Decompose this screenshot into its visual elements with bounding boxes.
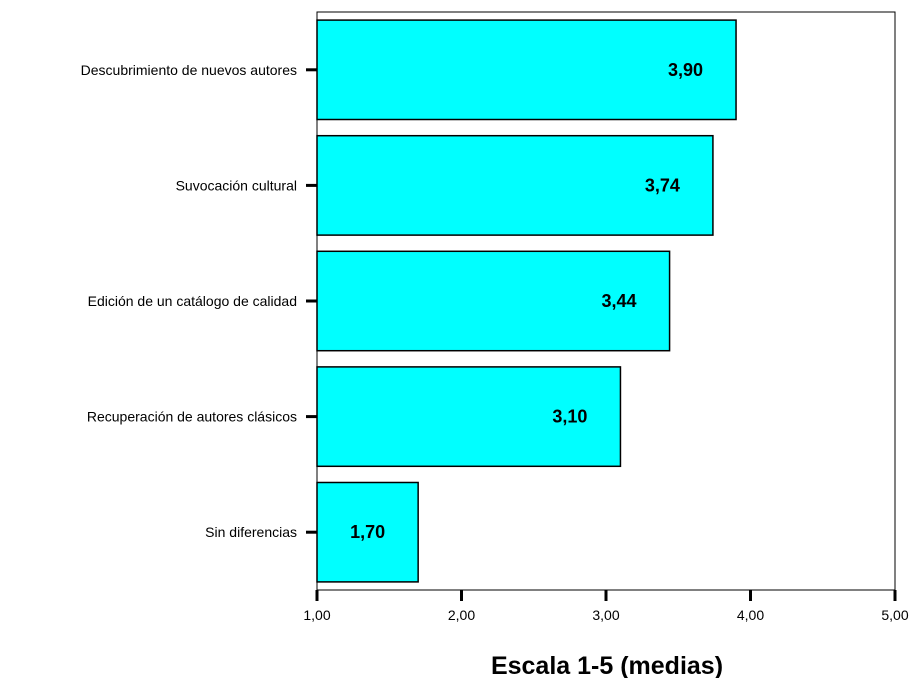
data-label-1: 3,90 (668, 60, 703, 80)
x-tick-label-1: 1,00 (303, 607, 330, 623)
x-axis-title: Escala 1-5 (medias) (491, 652, 723, 678)
category-label-2: Suvocación cultural (176, 177, 297, 193)
x-tick-label-4: 4,00 (737, 607, 764, 623)
bar-3 (316, 250, 671, 352)
x-tick-label-3: 3,00 (592, 607, 619, 623)
bar-1 (316, 19, 737, 121)
category-label-5: Sin diferencias (205, 524, 297, 540)
data-label-3: 3,44 (602, 291, 637, 311)
bars-group: 3,90 3,74 3,44 3,10 1,70 (316, 19, 737, 583)
category-label-1: Descubrimiento de nuevos autores (81, 62, 297, 78)
x-tick-label-2: 2,00 (448, 607, 475, 623)
bar-4 (316, 366, 622, 468)
x-tick-label-5: 5,00 (881, 607, 908, 623)
x-ticks-group: 1,00 2,00 3,00 4,00 5,00 (303, 590, 909, 623)
category-labels-group: Descubrimiento de nuevos autores Suvocaci… (81, 62, 317, 540)
bar-5 (316, 481, 419, 583)
data-label-5: 1,70 (350, 522, 385, 542)
category-label-4: Recuperación de autores clásicos (87, 409, 297, 425)
data-label-2: 3,74 (645, 175, 680, 195)
data-label-4: 3,10 (552, 407, 587, 427)
category-label-3: Edición de un catálogo de calidad (88, 293, 297, 309)
